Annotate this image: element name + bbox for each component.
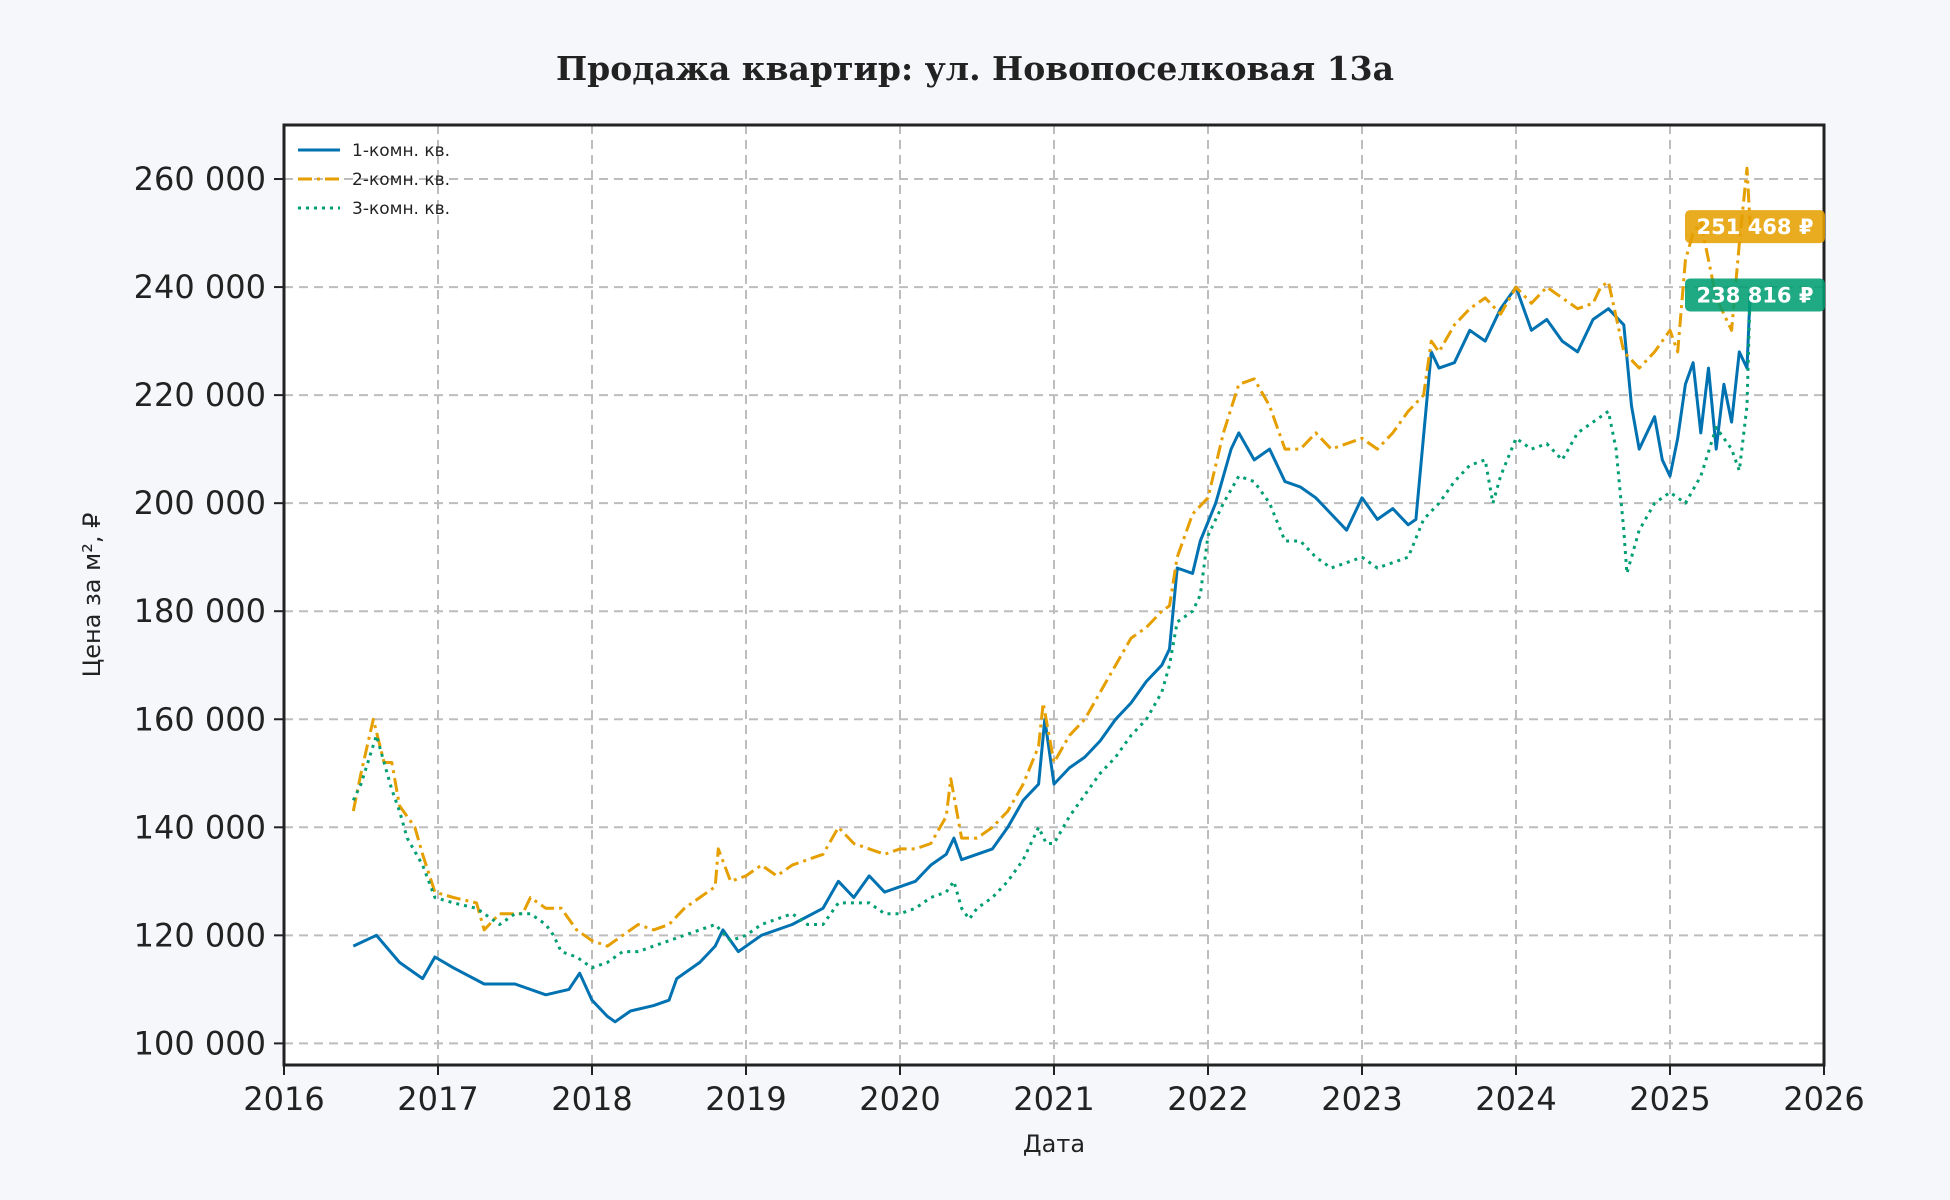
x-tick-label: 2020 — [859, 1080, 940, 1118]
legend-label: 1-комн. кв. — [352, 141, 450, 161]
legend: 1-комн. кв. 2-комн. кв. 3-комн. кв. — [298, 141, 450, 219]
x-tick-label: 2018 — [551, 1080, 632, 1118]
chart-title: Продажа квартир: ул. Новопоселковая 13а — [556, 49, 1394, 88]
legend-label: 3-комн. кв. — [352, 199, 450, 219]
end-label-box — [1685, 210, 1825, 244]
end-label: 251 468 ₽ — [1697, 215, 1814, 239]
y-tick-label: 160 000 — [134, 700, 266, 738]
y-tick-label: 100 000 — [134, 1024, 266, 1062]
x-axis-ticks: 2016 2017 2018 2019 2020 2021 2022 2023 2024 2025… — [243, 1065, 1865, 1118]
y-tick-label: 200 000 — [134, 484, 266, 522]
end-label: 238 816 ₽ — [1697, 283, 1814, 307]
x-tick-label: 2024 — [1475, 1080, 1556, 1118]
series-line-3 — [351, 293, 1752, 970]
series-lines — [351, 166, 1752, 1024]
grid-lines — [284, 125, 1824, 1065]
x-tick-label: 2019 — [705, 1080, 786, 1118]
y-tick-label: 180 000 — [134, 592, 266, 630]
y-axis-label: Цена за м², ₽ — [78, 513, 106, 678]
x-tick-label: 2023 — [1321, 1080, 1402, 1118]
y-tick-label: 240 000 — [134, 268, 266, 306]
y-tick-label: 120 000 — [134, 916, 266, 954]
y-tick-label: 260 000 — [134, 160, 266, 198]
x-tick-label: 2026 — [1783, 1080, 1864, 1118]
y-axis-ticks: 100 000 120 000 140 000 160 000 180 000 200 0… — [134, 160, 284, 1062]
x-tick-label: 2022 — [1167, 1080, 1248, 1118]
x-tick-label: 2025 — [1629, 1080, 1710, 1118]
x-tick-label: 2021 — [1013, 1080, 1094, 1118]
end-labels: 251 468 ₽ 238 816 ₽ — [1685, 210, 1825, 312]
x-tick-label: 2017 — [397, 1080, 478, 1118]
y-tick-label: 140 000 — [134, 808, 266, 846]
series-line-2 — [351, 166, 1752, 948]
end-label-box — [1685, 278, 1825, 312]
x-tick-label: 2016 — [243, 1080, 324, 1118]
series-line-1 — [352, 285, 1752, 1024]
y-tick-label: 220 000 — [134, 376, 266, 414]
legend-label: 2-комн. кв. — [352, 170, 450, 190]
x-axis-label: Дата — [1023, 1130, 1085, 1158]
